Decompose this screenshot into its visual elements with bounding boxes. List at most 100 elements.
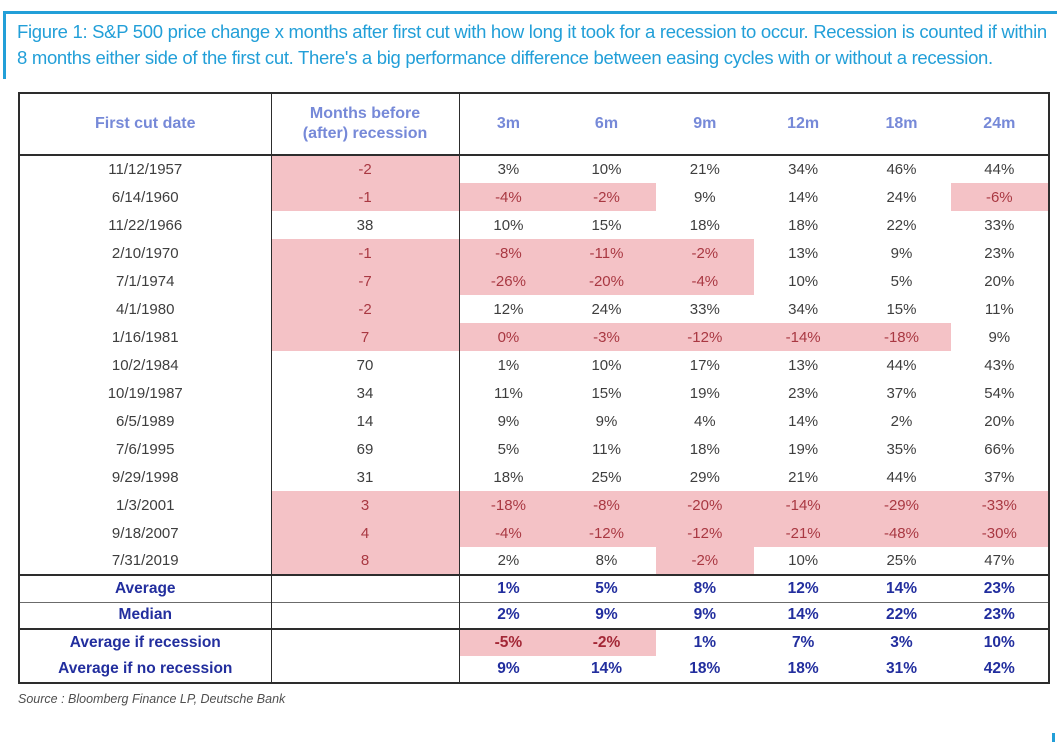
- return-cell-12m: 14%: [788, 188, 819, 206]
- header-period-9m: 9m: [655, 93, 754, 157]
- header-period-3m: 3m: [459, 93, 558, 157]
- table-row: 1/16/1981 7 0% -3% -12% -14% -18% 9%: [19, 323, 1049, 352]
- return-cell-18m: 15%: [886, 300, 917, 318]
- return-cell-6m: -11%: [557, 239, 656, 268]
- table-row: 11/12/1957 -2 3% 10% 21% 34% 46% 44%: [19, 155, 1049, 184]
- summary-empty-cell: [271, 656, 460, 684]
- first-cut-date-cell: 7/31/2019: [19, 547, 272, 576]
- summary-value-cell-24m: 10%: [950, 628, 1049, 657]
- months-recession-cell: 8: [271, 547, 460, 576]
- summary-label-cell: Median: [19, 601, 272, 630]
- return-cell-18m: -18%: [852, 323, 951, 352]
- return-cell-18m: 2%: [890, 412, 913, 430]
- summary-row: Median 2% 9% 9% 14% 22% 23%: [19, 601, 1049, 630]
- first-cut-date-cell: 1/3/2001: [19, 491, 272, 520]
- return-cell-12m: -14%: [753, 323, 853, 352]
- summary-row: Average 1% 5% 8% 12% 14% 23%: [19, 574, 1049, 603]
- first-cut-date-cell: 11/22/1966: [19, 211, 272, 240]
- return-cell-3m: -4%: [459, 183, 558, 212]
- return-cell-9m: 4%: [693, 412, 716, 430]
- summary-empty-cell: [271, 601, 460, 630]
- summary-value-cell-6m: 5%: [557, 574, 656, 603]
- return-cell-24m: -33%: [950, 491, 1049, 520]
- return-cell-18m: 25%: [886, 552, 917, 570]
- first-cut-date-cell: 10/19/1987: [19, 379, 272, 408]
- return-cell-24m: -6%: [950, 183, 1049, 212]
- return-cell-9m: -12%: [655, 323, 754, 352]
- return-cell-12m: -14%: [753, 491, 853, 520]
- table-row: 6/5/1989 14 9% 9% 4% 14% 2% 20%: [19, 407, 1049, 436]
- return-cell-18m: 5%: [890, 272, 913, 290]
- return-cell-6m: 11%: [592, 440, 621, 458]
- return-cell-12m: 19%: [788, 440, 819, 458]
- summary-value-cell-9m: 18%: [689, 660, 721, 678]
- summary-value-cell-3m: -5%: [459, 628, 558, 657]
- table-row: 1/3/2001 3 -18% -8% -20% -14% -29% -33%: [19, 491, 1049, 520]
- table-row: 11/22/1966 38 10% 15% 18% 18% 22% 33%: [19, 211, 1049, 240]
- return-cell-3m: -26%: [459, 267, 558, 296]
- return-cell-6m: 25%: [591, 468, 622, 486]
- summary-empty-cell: [271, 574, 460, 603]
- header-months-line1: Months before: [309, 105, 421, 123]
- return-cell-12m: -21%: [753, 519, 853, 548]
- first-cut-date-cell: 10/2/1984: [19, 351, 272, 380]
- return-cell-6m: 9%: [595, 412, 618, 430]
- summary-label-cell: Average: [19, 574, 272, 603]
- summary-value-cell-18m: 22%: [852, 601, 951, 630]
- summary-value-cell-6m: 9%: [557, 601, 656, 630]
- return-cell-6m: 10%: [591, 356, 622, 374]
- table-row: 6/14/1960 -1 -4% -2% 9% 14% 24% -6%: [19, 183, 1049, 212]
- return-cell-18m: 35%: [886, 440, 917, 458]
- cursor-tick: [1052, 733, 1055, 742]
- return-cell-12m: 13%: [788, 244, 819, 262]
- return-cell-6m: -8%: [557, 491, 656, 520]
- table-header: First cut date Months before (after) rec…: [19, 93, 1049, 157]
- return-cell-12m: 10%: [788, 272, 819, 290]
- summary-value-cell-12m: 18%: [787, 660, 819, 678]
- return-cell-3m: 9%: [497, 412, 520, 430]
- return-cell-3m: -4%: [459, 519, 558, 548]
- first-cut-date-cell: 4/1/1980: [19, 295, 272, 324]
- data-table: First cut date Months before (after) rec…: [18, 92, 1050, 685]
- header-period-18m: 18m: [852, 93, 951, 157]
- return-cell-6m: 10%: [591, 161, 622, 179]
- return-cell-24m: 37%: [984, 468, 1015, 486]
- return-cell-9m: 21%: [689, 161, 720, 179]
- return-cell-3m: 0%: [459, 323, 558, 352]
- summary-value-cell-24m: 23%: [950, 574, 1049, 603]
- return-cell-24m: 11%: [984, 300, 1014, 318]
- return-cell-18m: 37%: [886, 384, 917, 402]
- months-recession-cell: 38: [271, 211, 460, 240]
- header-months-before-recession: Months before (after) recession: [271, 93, 460, 157]
- months-recession-cell: 69: [271, 435, 460, 464]
- return-cell-3m: 2%: [497, 552, 520, 570]
- months-recession-cell: -2: [271, 295, 460, 324]
- return-cell-12m: 18%: [788, 216, 819, 234]
- header-months-line2: (after) recession: [302, 125, 428, 143]
- return-cell-24m: 54%: [984, 384, 1015, 402]
- return-cell-24m: 44%: [984, 161, 1015, 179]
- return-cell-3m: 1%: [497, 356, 520, 374]
- summary-value-cell-18m: 31%: [885, 660, 917, 678]
- return-cell-24m: 20%: [984, 272, 1015, 290]
- return-cell-12m: 21%: [788, 468, 819, 486]
- table-row: 10/19/1987 34 11% 15% 19% 23% 37% 54%: [19, 379, 1049, 408]
- header-row: First cut date Months before (after) rec…: [19, 93, 1049, 157]
- table-row: 9/18/2007 4 -4% -12% -12% -21% -48% -30%: [19, 519, 1049, 548]
- return-cell-24m: -30%: [950, 519, 1049, 548]
- first-cut-date-cell: 2/10/1970: [19, 239, 272, 268]
- return-cell-24m: 9%: [988, 328, 1011, 346]
- return-cell-18m: 24%: [886, 188, 917, 206]
- summary-value-cell-12m: 12%: [753, 574, 853, 603]
- return-cell-6m: 24%: [591, 300, 622, 318]
- summary-value-cell-24m: 42%: [983, 660, 1015, 678]
- first-cut-date-cell: 9/29/1998: [19, 463, 272, 492]
- return-cell-9m: 33%: [689, 300, 720, 318]
- return-cell-9m: -20%: [655, 491, 754, 520]
- summary-value-cell-12m: 7%: [753, 628, 853, 657]
- summary-value-cell-24m: 23%: [950, 601, 1049, 630]
- figure-title-box: Figure 1: S&P 500 price change x months …: [3, 11, 1057, 80]
- first-cut-date-cell: 9/18/2007: [19, 519, 272, 548]
- return-cell-9m: -4%: [655, 267, 754, 296]
- return-cell-18m: 44%: [886, 468, 917, 486]
